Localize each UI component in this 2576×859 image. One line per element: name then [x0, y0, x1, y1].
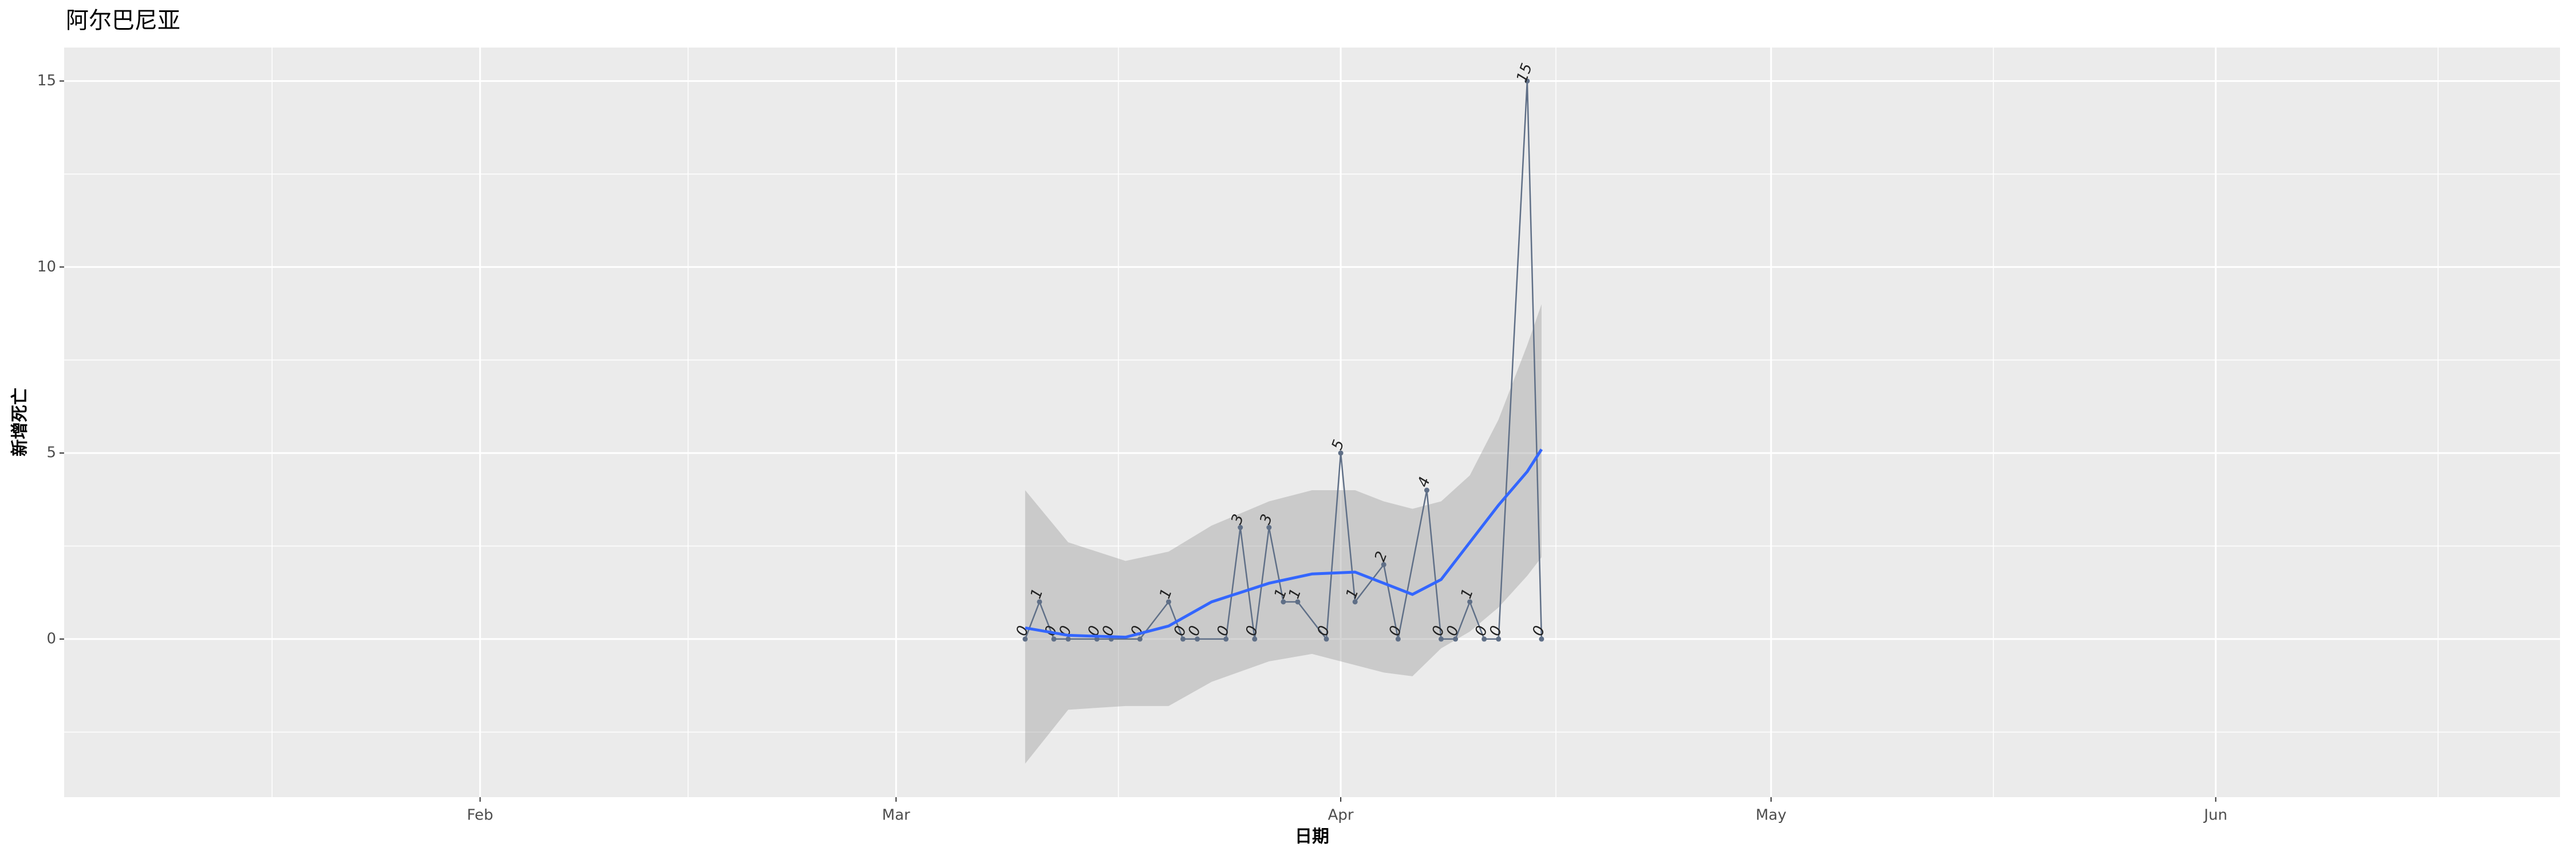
data-point: [1094, 636, 1100, 642]
data-point: [1252, 636, 1258, 642]
x-tick-label: May: [1756, 807, 1787, 824]
data-point: [1395, 636, 1401, 642]
data-point: [1195, 636, 1200, 642]
data-point: [1338, 450, 1344, 456]
data-point: [1051, 636, 1057, 642]
data-point: [1539, 636, 1544, 642]
data-point: [1165, 599, 1171, 605]
confidence-band: [1025, 304, 1542, 764]
data-point: [1295, 599, 1301, 605]
x-tick-label: Feb: [467, 807, 493, 824]
y-tick-label: 15: [37, 72, 56, 89]
data-point: [1424, 487, 1429, 493]
x-tick-label: Mar: [882, 807, 910, 824]
y-axis-title: 新增死亡: [10, 388, 30, 456]
data-point: [1439, 636, 1444, 642]
y-tick-label: 0: [46, 630, 56, 647]
data-point: [1238, 525, 1243, 530]
data-point: [1180, 636, 1186, 642]
x-axis-title: 日期: [1295, 827, 1329, 847]
data-point: [1481, 636, 1487, 642]
data-point: [1223, 636, 1229, 642]
plot-panel: [64, 48, 2560, 797]
x-tick-label: Apr: [1328, 807, 1354, 824]
y-tick-label: 10: [37, 258, 56, 275]
data-point: [1037, 599, 1042, 605]
data-point: [1323, 636, 1329, 642]
data-point: [1381, 562, 1386, 568]
data-point: [1022, 636, 1028, 642]
data-point: [1467, 599, 1473, 605]
data-point: [1453, 636, 1459, 642]
data-point: [1281, 599, 1286, 605]
chart-title: 阿尔巴尼亚: [66, 7, 180, 34]
data-point: [1496, 636, 1502, 642]
data-point: [1266, 525, 1272, 530]
data-point: [1524, 78, 1530, 84]
y-tick-label: 5: [46, 444, 56, 462]
data-point: [1352, 599, 1358, 605]
x-tick-label: Jun: [2203, 807, 2227, 824]
smooth-line: [1025, 448, 1543, 639]
data-point: [1065, 636, 1071, 642]
data-point: [1137, 636, 1143, 642]
